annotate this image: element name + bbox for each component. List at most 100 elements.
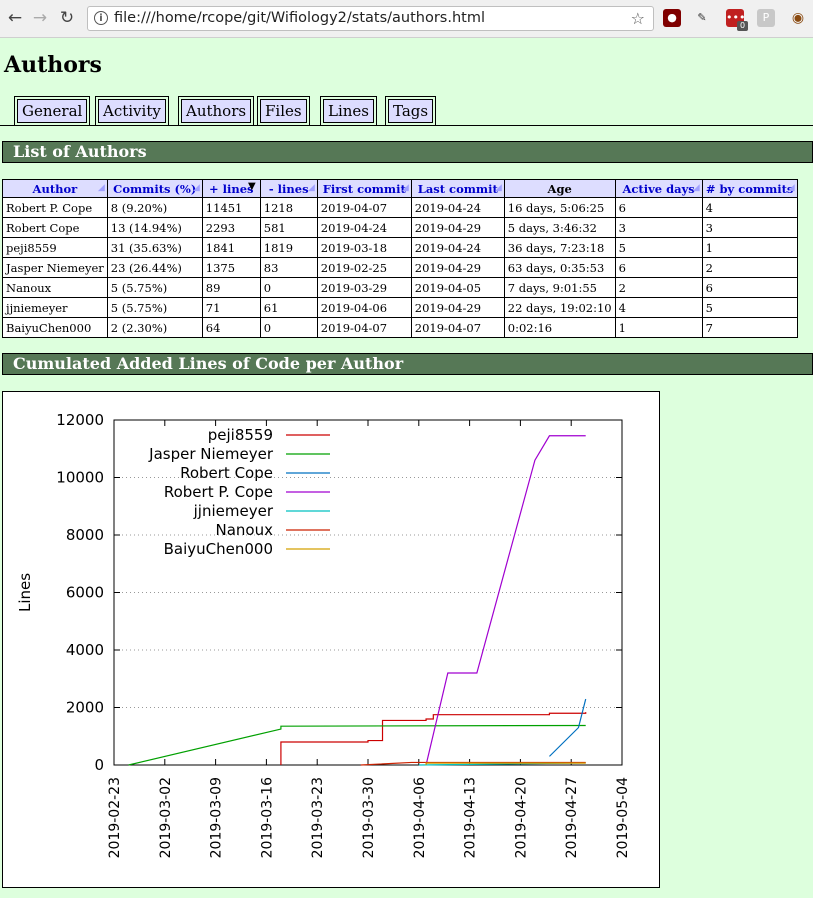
url-text[interactable]: file:///home/rcope/git/Wifiology2/stats/… (114, 10, 485, 26)
series-line-nanoux (360, 761, 586, 766)
x-tick-label: 2019-05-04 (615, 777, 631, 858)
col-header-by-commits[interactable]: # by commits ◢ (701, 179, 798, 198)
address-bar[interactable]: i file:///home/rcope/git/Wifiology2/stat… (87, 6, 654, 31)
tab-authors[interactable]: Authors (178, 96, 255, 126)
x-tick-label: 2019-04-06 (412, 777, 428, 858)
cell: 1 (701, 237, 798, 258)
back-arrow-icon[interactable]: ← (7, 8, 23, 28)
cell: 2019-03-29 (316, 277, 412, 298)
cell: 2019-04-29 (410, 257, 505, 278)
x-tick-label: 2019-02-23 (107, 777, 123, 858)
sort-arrow-icon: ◢ (494, 183, 502, 193)
cell: 2019-04-06 (316, 297, 412, 318)
cell: 31 (35.63%) (106, 237, 203, 258)
cell: 0 (259, 317, 318, 338)
cell: 5 days, 3:46:32 (503, 217, 616, 238)
x-tick-label: 2019-04-27 (564, 777, 580, 858)
table-row: Jasper Niemeyer 23 (26.44%) 1375 83 2019-02-… (2, 257, 798, 278)
col-header-author[interactable]: Author ◢ (2, 179, 108, 198)
cell: 36 days, 7:23:18 (503, 237, 616, 258)
forward-arrow-icon[interactable]: → (32, 8, 48, 28)
cell: 1218 (259, 197, 318, 218)
cell: 7 days, 9:01:55 (503, 277, 616, 298)
x-tick-label: 2019-03-09 (209, 777, 225, 858)
sort-arrow-icon: ◢ (692, 183, 700, 193)
tab-label[interactable]: Authors (181, 99, 252, 123)
y-tick-label: 10000 (56, 469, 104, 487)
section-heading-chart: Cumulated Added Lines of Code per Author (2, 353, 813, 375)
col-header-first-commit[interactable]: First commit ◢ (316, 179, 412, 198)
tab-label[interactable]: Files (260, 99, 307, 123)
y-tick-label: 2000 (66, 699, 104, 717)
bookmark-star-icon[interactable]: ☆ (630, 9, 645, 28)
tab-label[interactable]: Activity (98, 99, 166, 123)
extension-brush-icon[interactable]: ✎ (693, 9, 711, 27)
extension-badge: 0 (737, 21, 748, 31)
cell: 7 (701, 317, 798, 338)
col-header-last-commit[interactable]: Last commit ◢ (410, 179, 505, 198)
sort-arrow-icon: ◢ (192, 183, 200, 193)
tab-label[interactable]: Tags (388, 99, 434, 123)
cell: 581 (259, 217, 318, 238)
col-header-lines-removed[interactable]: - lines ◢ (259, 179, 318, 198)
cell: jjniemeyer (2, 297, 108, 318)
cell: 2019-04-07 (316, 197, 412, 218)
x-tick-label: 2019-03-16 (259, 777, 275, 858)
fox-avatar-icon[interactable]: ◉ (789, 9, 807, 27)
cell: 1 (614, 317, 703, 338)
legend-label: Jasper Niemeyer (148, 445, 274, 463)
cell: 11451 (201, 197, 261, 218)
cell: Robert P. Cope (2, 197, 108, 218)
tab-lines[interactable]: Lines (320, 96, 377, 126)
col-header-active-days[interactable]: Active days ◢ (614, 179, 703, 198)
table-row: Robert P. Cope 8 (9.20%) 11451 1218 2019-04-… (2, 197, 798, 218)
y-axis-label: Lines (16, 573, 34, 612)
cell: 1819 (259, 237, 318, 258)
cell: 0 (259, 277, 318, 298)
ublock-shield-icon[interactable]: ● (663, 9, 681, 27)
table-header-row: Author ◢ Commits (%) ◢ + lines ▼ - lines ◢ F… (2, 179, 798, 198)
col-header-commits[interactable]: Commits (%) ◢ (106, 179, 203, 198)
tab-label[interactable]: General (17, 99, 88, 123)
series-line-peji8559 (280, 712, 587, 765)
legend-label: BaiyuChen000 (164, 540, 273, 558)
cell: Jasper Niemeyer (2, 257, 108, 278)
tab-general[interactable]: General (14, 96, 91, 126)
reload-icon[interactable]: ↻ (59, 8, 75, 28)
x-tick-label: 2019-03-02 (158, 777, 174, 858)
cell: 89 (201, 277, 261, 298)
cell: 1375 (201, 257, 261, 278)
cell: 22 days, 19:02:10 (503, 297, 616, 318)
col-header-age[interactable]: Age (503, 179, 616, 198)
tab-label[interactable]: Lines (323, 99, 374, 123)
tab-activity[interactable]: Activity (95, 96, 169, 126)
cell: 5 (701, 297, 798, 318)
sort-arrow-icon: ◢ (787, 183, 795, 193)
cell: 61 (259, 297, 318, 318)
chart-svg: 0 2000 4000 6000 8000 10000 12000 2019-02-23 201… (16, 411, 631, 858)
info-icon[interactable]: i (94, 11, 108, 25)
browser-toolbar: ← → ↻ i file:///home/rcope/git/Wifiology… (0, 0, 813, 38)
extension-p-icon[interactable]: P (757, 9, 775, 27)
cell: 2019-04-24 (410, 237, 505, 258)
tab-files[interactable]: Files (257, 96, 310, 126)
cell: BaiyuChen000 (2, 317, 108, 338)
cell: 6 (614, 197, 703, 218)
cell: 2019-02-25 (316, 257, 412, 278)
cell: 83 (259, 257, 318, 278)
col-header-lines-added[interactable]: + lines ▼ (201, 179, 261, 198)
series-line-jasper-niemeyer (128, 724, 586, 766)
cell: 2293 (201, 217, 261, 238)
legend-label: Robert Cope (180, 464, 273, 482)
cell: 2 (614, 277, 703, 298)
cell: 3 (614, 217, 703, 238)
page-title: Authors (4, 52, 102, 78)
cell: 2019-04-29 (410, 297, 505, 318)
y-tick-label: 12000 (56, 411, 104, 429)
sort-arrow-icon: ◢ (97, 183, 105, 193)
cell: 23 (26.44%) (106, 257, 203, 278)
cell: 2019-04-05 (410, 277, 505, 298)
cell: 5 (5.75%) (106, 297, 203, 318)
tab-tags[interactable]: Tags (385, 96, 437, 126)
y-tick-label: 4000 (66, 641, 104, 659)
